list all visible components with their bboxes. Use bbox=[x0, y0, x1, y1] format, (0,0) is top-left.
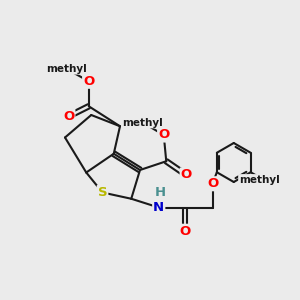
Text: H: H bbox=[154, 185, 166, 199]
Text: O: O bbox=[63, 110, 74, 123]
Text: O: O bbox=[207, 177, 218, 190]
Text: methyl: methyl bbox=[46, 64, 87, 74]
Text: O: O bbox=[83, 75, 94, 88]
Text: O: O bbox=[158, 128, 169, 142]
Text: O: O bbox=[181, 169, 192, 182]
Text: N: N bbox=[153, 201, 164, 214]
Text: methyl: methyl bbox=[122, 118, 163, 128]
Text: methyl: methyl bbox=[239, 175, 280, 184]
Text: S: S bbox=[98, 186, 107, 199]
Text: O: O bbox=[179, 225, 191, 238]
